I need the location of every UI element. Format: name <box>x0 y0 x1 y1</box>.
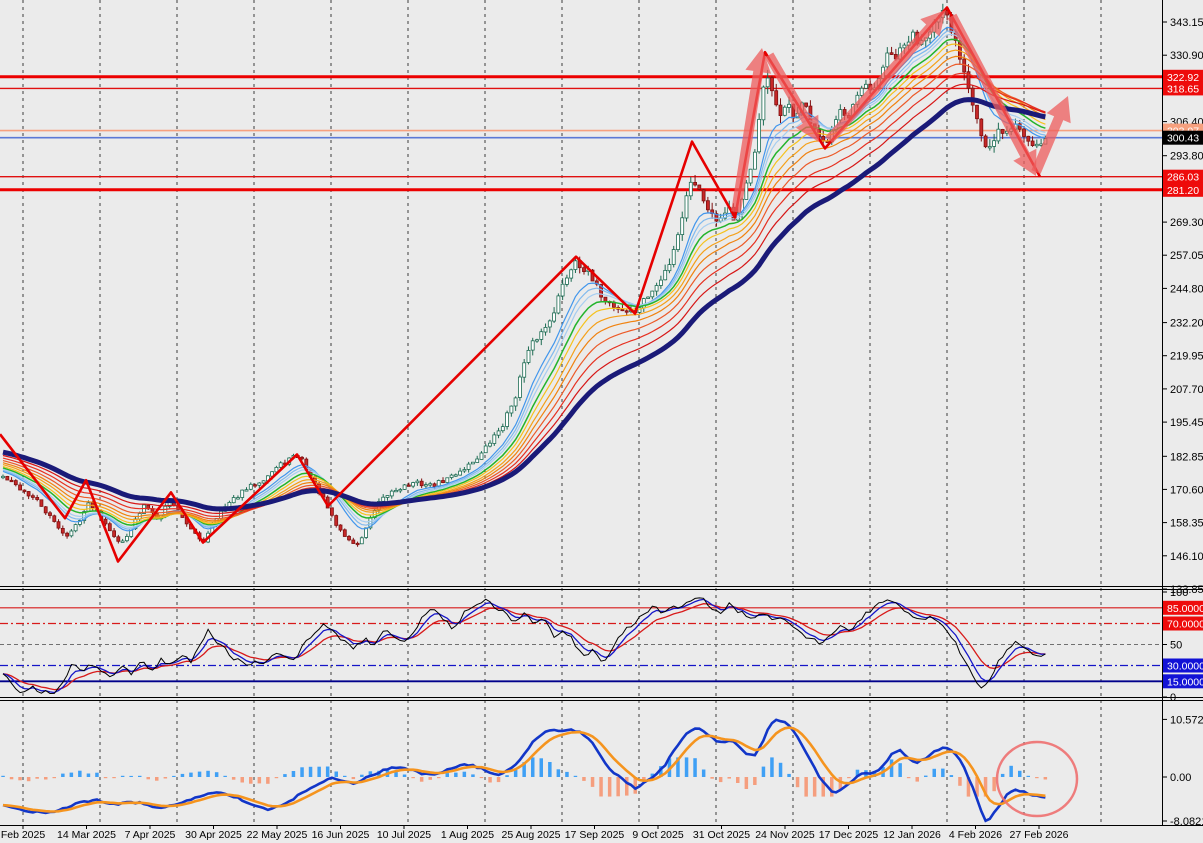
date-label: 27 Feb 2026 <box>1010 829 1069 841</box>
price-tick-label: 195.45 <box>1170 417 1203 429</box>
ribbon-ma-line <box>2 72 1046 518</box>
date-label: 22 May 2025 <box>247 829 308 841</box>
osc-slow-line <box>2 603 1046 691</box>
date-label: 31 Oct 2025 <box>693 829 750 841</box>
price-tick-label: 269.30 <box>1170 217 1203 229</box>
panel-borders <box>0 0 1203 826</box>
price-tick-label: 232.20 <box>1170 318 1203 330</box>
date-label: 16 Jun 2025 <box>312 829 370 841</box>
osc-level-badge-label: 70.0000 <box>1167 619 1203 631</box>
ribbon-ma-line <box>2 55 1046 522</box>
price-level-badge <box>1163 69 1203 84</box>
macd-tick-label: 10.5725 <box>1170 714 1203 726</box>
arrow-down-forecast[interactable] <box>947 13 1037 177</box>
osc-level-badge <box>1163 600 1203 615</box>
osc-tick-label: 50 <box>1170 640 1182 652</box>
macd-axis[interactable]: 10.5725 0.00 -8.0821 <box>1162 714 1203 828</box>
date-label: 9 Oct 2025 <box>632 829 684 841</box>
date-label: 24 Nov 2025 <box>755 829 815 841</box>
date-label: 25 Aug 2025 <box>502 829 561 841</box>
osc-level-badge-label: 15.0000 <box>1167 676 1203 688</box>
macd-tick-label: -8.0821 <box>1170 816 1203 828</box>
oscillator-axis[interactable]: 100 50 0 85.0000 70.0000 30.0000 15.0000 <box>1162 587 1203 704</box>
date-label: 30 Apr 2025 <box>185 829 242 841</box>
date-label: 17 Dec 2025 <box>819 829 879 841</box>
arrow-up-impulse-2[interactable] <box>825 10 946 144</box>
ribbon-ma-line <box>2 83 1046 515</box>
date-label: 1 Aug 2025 <box>441 829 494 841</box>
date-label: 14 Mar 2025 <box>57 829 116 841</box>
price-level-badge-label: 286.03 <box>1167 172 1199 184</box>
osc-level-badge <box>1163 674 1203 689</box>
date-label: 17 Sep 2025 <box>565 829 625 841</box>
arrow-down-correction-1[interactable] <box>764 52 819 143</box>
price-level-badge-label: 300.43 <box>1167 133 1199 145</box>
date-label: Feb 2025 <box>1 829 46 841</box>
price-tick-label: 158.35 <box>1170 518 1203 530</box>
date-label: 4 Feb 2026 <box>949 829 1002 841</box>
price-tick-label: 293.80 <box>1170 151 1203 163</box>
price-level-badge <box>1163 81 1203 96</box>
ribbon-ma-line <box>2 49 1046 523</box>
price-level-badge-label: 322.92 <box>1167 72 1199 84</box>
arrow-up-forecast[interactable] <box>1031 96 1071 174</box>
arrow-up-impulse-1[interactable] <box>731 48 772 213</box>
trend-arrows[interactable] <box>731 10 1071 213</box>
osc-level-badge-label: 30.0000 <box>1167 661 1203 673</box>
price-level-badge <box>1163 182 1203 197</box>
price-tick-label: 146.10 <box>1170 551 1203 563</box>
price-tick-label: 133.85 <box>1170 584 1203 596</box>
time-axis[interactable]: Feb 2025 14 Mar 2025 7 Apr 2025 30 Apr 2025… <box>1 825 1069 841</box>
price-tick-label: 182.85 <box>1170 451 1203 463</box>
ribbon-ma-line <box>2 63 1046 520</box>
osc-fast-line <box>2 597 1046 695</box>
price-axis[interactable]: 343.15330.90306.40293.80269.30257.05244.… <box>1162 17 1203 596</box>
price-level-badge-label: 281.20 <box>1167 185 1199 197</box>
osc-tick-label: 100 <box>1170 587 1188 599</box>
price-tick-label: 343.15 <box>1170 17 1203 29</box>
highlight-ellipse[interactable] <box>995 740 1079 818</box>
osc-level-badge <box>1163 616 1203 631</box>
osc-level-badge <box>1163 658 1203 673</box>
osc-level-badge-label: 85.0000 <box>1167 603 1203 615</box>
price-tick-label: 170.60 <box>1170 484 1203 496</box>
price-level-badge <box>1163 169 1203 184</box>
price-tick-label: 244.80 <box>1170 283 1203 295</box>
price-tick-label: 330.90 <box>1170 50 1203 62</box>
oscillator-panel <box>0 597 1162 695</box>
date-label: 7 Apr 2025 <box>125 829 176 841</box>
price-tick-label: 219.95 <box>1170 351 1203 363</box>
macd-panel <box>1 718 1048 823</box>
price-level-badge-label: 318.65 <box>1167 83 1199 95</box>
macd-tick-label: 0.00 <box>1170 772 1191 784</box>
osc-tick-label: 0 <box>1170 692 1176 704</box>
date-label: 12 Jan 2026 <box>883 829 941 841</box>
price-level-badge <box>1163 130 1203 145</box>
price-tick-label: 207.70 <box>1170 384 1203 396</box>
price-tick-label: 257.05 <box>1170 250 1203 262</box>
macd-signal-line <box>2 726 1046 813</box>
date-label: 10 Jul 2025 <box>377 829 431 841</box>
osc-mid-line <box>2 598 1046 694</box>
